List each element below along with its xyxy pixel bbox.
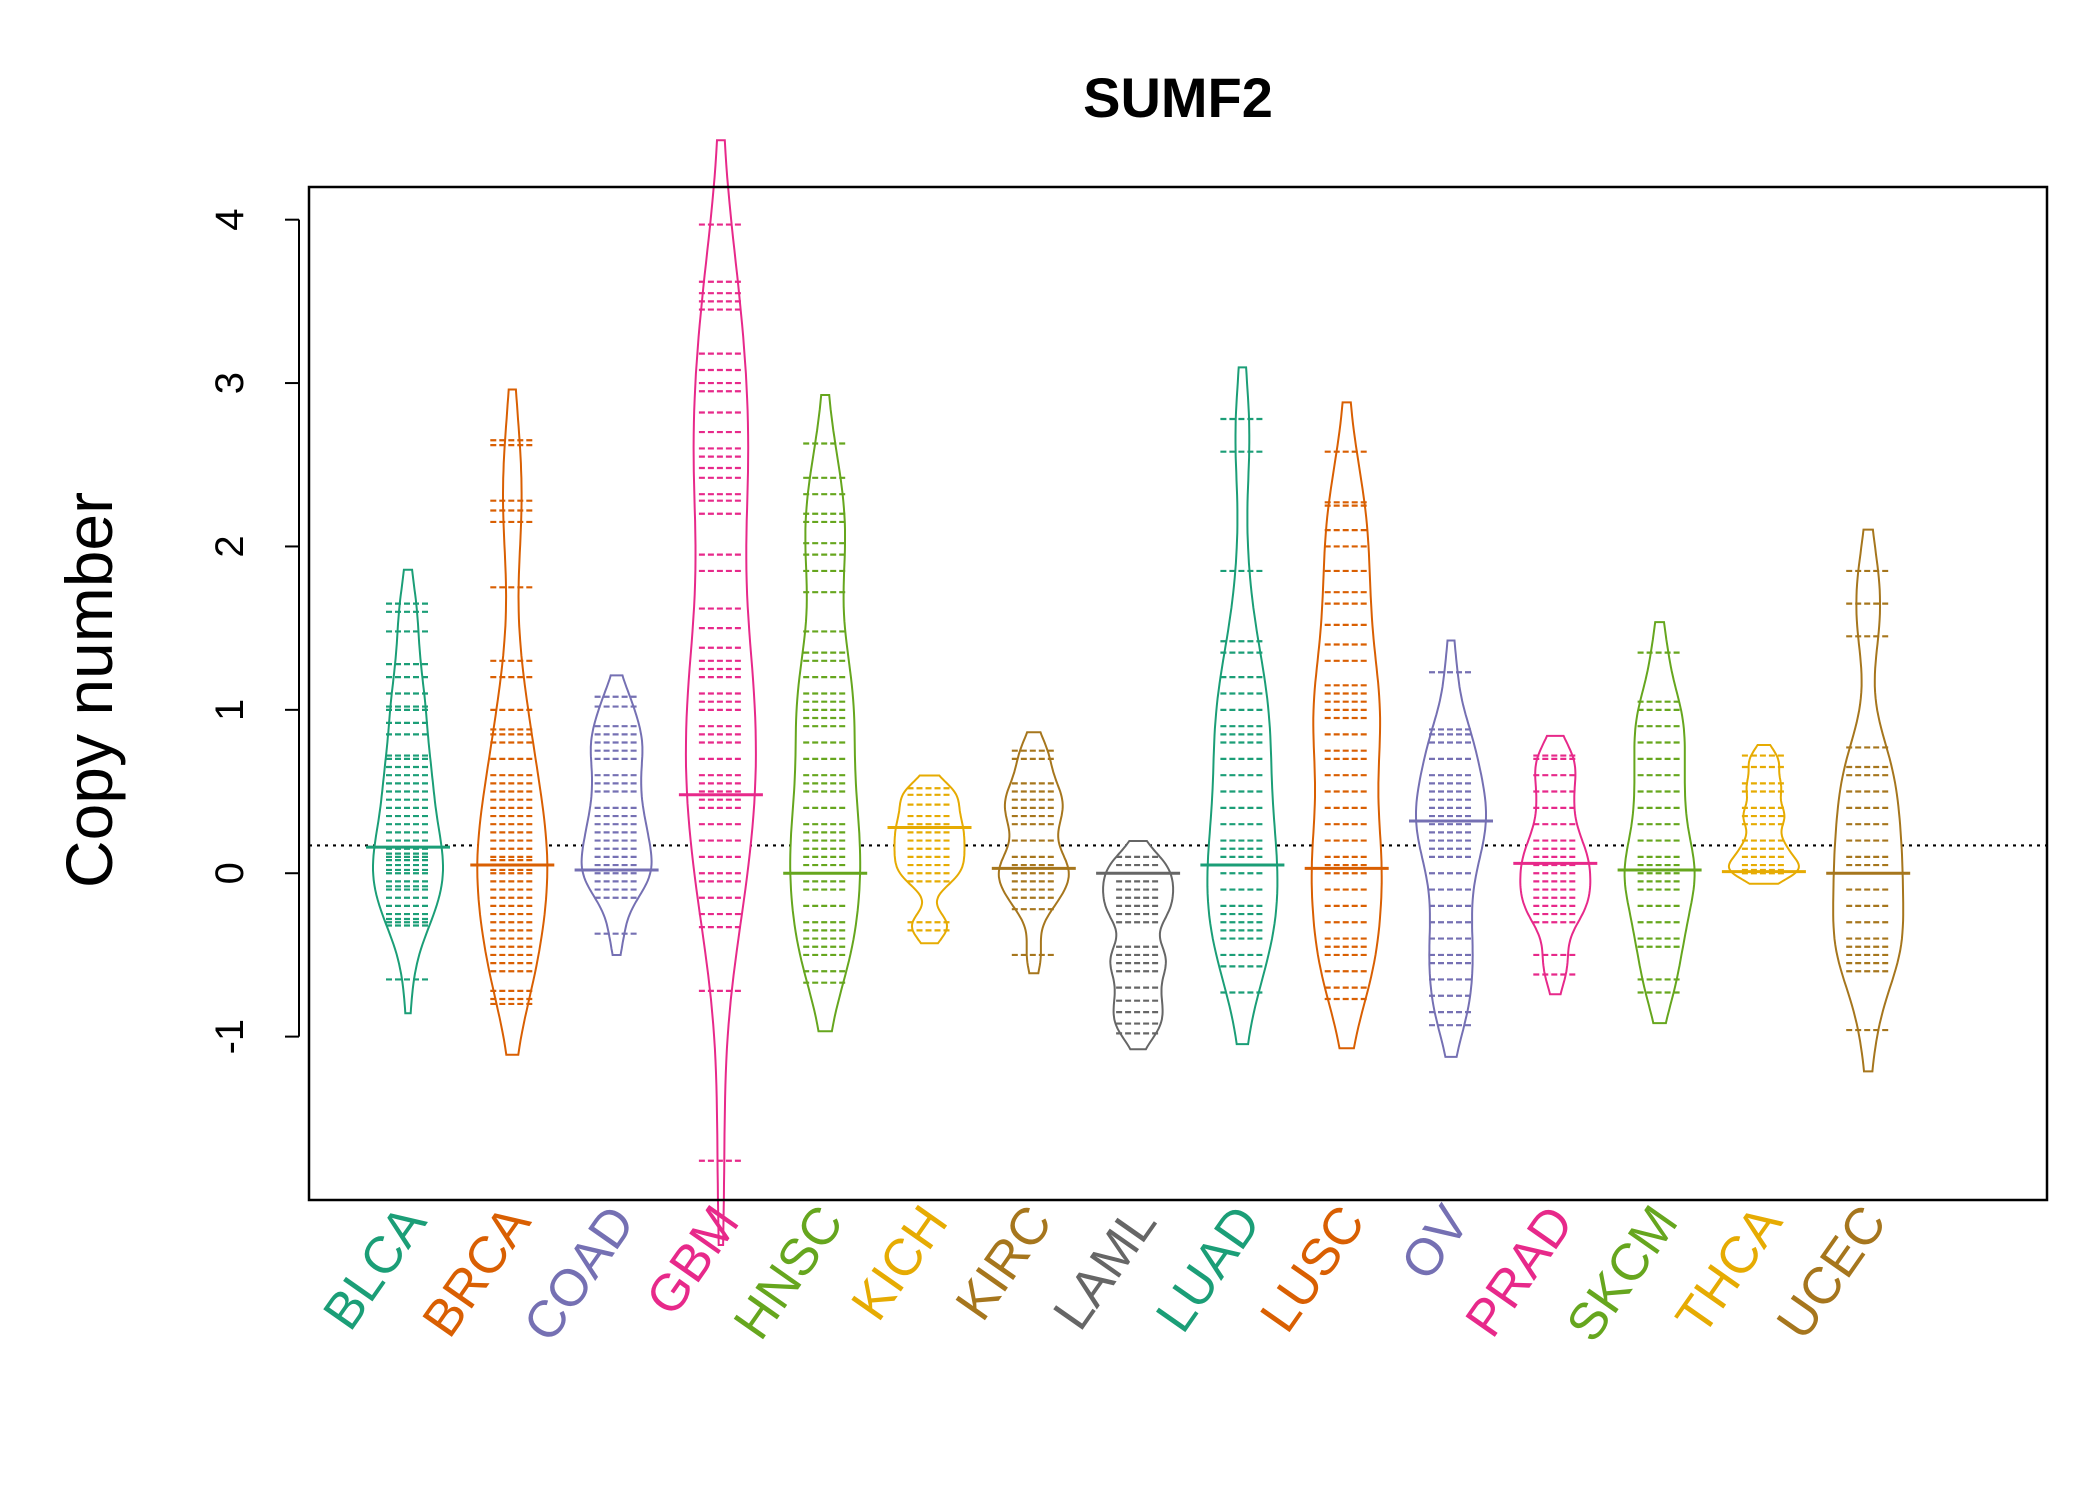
bean-coad xyxy=(574,674,659,956)
x-category-label-hnsc: HNSC xyxy=(723,1196,855,1350)
y-tick-label: 1 xyxy=(208,699,252,721)
y-tick-label: 2 xyxy=(208,535,252,557)
bean-outline-luad xyxy=(1206,366,1279,1046)
bean-laml xyxy=(1096,840,1181,1051)
x-category-label-luad: LUAD xyxy=(1145,1196,1272,1343)
bean-blca xyxy=(366,568,450,1015)
x-category-label-lusc: LUSC xyxy=(1249,1196,1376,1343)
bean-outline-kirc xyxy=(997,731,1070,975)
bean-outline-hnsc xyxy=(789,394,862,1033)
bean-thca xyxy=(1721,744,1806,885)
x-category-label-kich: KICH xyxy=(841,1196,960,1331)
bean-skcm xyxy=(1617,621,1702,1025)
bean-gbm xyxy=(678,139,763,1246)
x-category-label-ucec: UCEC xyxy=(1766,1196,1898,1350)
bean-outline-skcm xyxy=(1623,621,1696,1025)
bean-outline-kich xyxy=(893,774,966,945)
y-tick-label: -1 xyxy=(208,1019,252,1055)
bean-ov xyxy=(1409,639,1493,1058)
plot-area xyxy=(309,139,2047,1246)
bean-kirc xyxy=(991,731,1076,975)
x-category-label-laml: LAML xyxy=(1043,1196,1168,1341)
bean-outline-ucec xyxy=(1832,528,1905,1073)
bean-ucec xyxy=(1826,528,1911,1073)
x-category-label-ov: OV xyxy=(1390,1195,1481,1290)
bean-kich xyxy=(887,774,972,945)
bean-outline-lusc xyxy=(1310,401,1383,1050)
bean-brca xyxy=(470,388,555,1056)
chart-title: SUMF2 xyxy=(1083,66,1273,129)
y-axis: -1 0 1 2 3 4 xyxy=(208,209,300,1055)
y-tick-label: 0 xyxy=(208,862,252,884)
x-category-label-skcm: SKCM xyxy=(1556,1196,1690,1352)
bean-outline-laml xyxy=(1102,840,1175,1051)
y-axis-label: Copy number xyxy=(52,492,126,888)
bean-hnsc xyxy=(783,394,868,1033)
x-category-label-coad: COAD xyxy=(513,1196,647,1352)
y-tick-label: 3 xyxy=(208,372,252,394)
bean-prad xyxy=(1513,734,1598,996)
plot-frame xyxy=(307,185,2049,1202)
y-tick-label: 4 xyxy=(208,209,252,231)
bean-luad xyxy=(1200,366,1285,1046)
bean-outline-thca xyxy=(1727,744,1800,885)
bean-lusc xyxy=(1304,401,1389,1050)
bean-outline-brca xyxy=(476,388,549,1056)
